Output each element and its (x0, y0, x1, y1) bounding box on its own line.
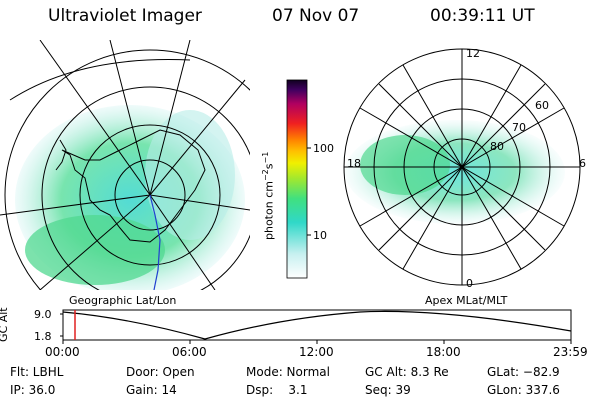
dsp-info: Dsp: 3.1 (246, 383, 308, 397)
altitude-axis-label: GC Alt (0, 307, 10, 342)
time-tick-0000: 00:00 (45, 345, 80, 359)
gain-info: Gain: 14 (126, 383, 177, 397)
colorbar-unit-label: photon cm−2s−1 (261, 151, 276, 240)
observation-time: 00:39:11 UT (430, 6, 535, 26)
altitude-ytick-9: 9.0 (34, 308, 52, 321)
mlat-label-60: 60 (535, 99, 549, 112)
mlt-label-18: 18 (347, 157, 361, 170)
instrument-title: Ultraviolet Imager (48, 6, 202, 26)
mlat-label-70: 70 (512, 121, 526, 134)
glon-info: GLon: 337.6 (487, 383, 560, 397)
altitude-plot-frame (62, 309, 572, 341)
gc-alt-info: GC Alt: 8.3 Re (365, 365, 449, 379)
altitude-ytick-1-8: 1.8 (34, 330, 52, 343)
left-panel-caption: Geographic Lat/Lon (69, 294, 177, 307)
time-tick-1200: 12:00 (299, 345, 334, 359)
glat-info: GLat: −82.9 (487, 365, 560, 379)
ip-info: IP: 36.0 (10, 383, 56, 397)
mlt-label-0: 0 (466, 277, 473, 290)
time-tick-1800: 18:00 (426, 345, 461, 359)
right-panel-caption: Apex MLat/MLT (425, 294, 508, 307)
magnetic-polar-map (343, 48, 581, 286)
mode-info: Mode: Normal (246, 365, 330, 379)
geographic-map (0, 40, 250, 290)
mlt-label-6: 6 (579, 157, 586, 170)
colorbar-tick-100: 100 (313, 142, 334, 155)
colorbar (286, 79, 308, 279)
door-info: Door: Open (126, 365, 195, 379)
mlat-label-80: 80 (490, 140, 504, 153)
filter-info: Flt: LBHL (10, 365, 64, 379)
time-tick-2359: 23:59 (553, 345, 588, 359)
time-tick-0600: 06:00 (172, 345, 207, 359)
colorbar-tick-10: 10 (313, 229, 327, 242)
altitude-curve (62, 310, 572, 340)
mlt-label-12: 12 (466, 47, 480, 60)
seq-info: Seq: 39 (365, 383, 411, 397)
observation-date: 07 Nov 07 (272, 6, 360, 26)
